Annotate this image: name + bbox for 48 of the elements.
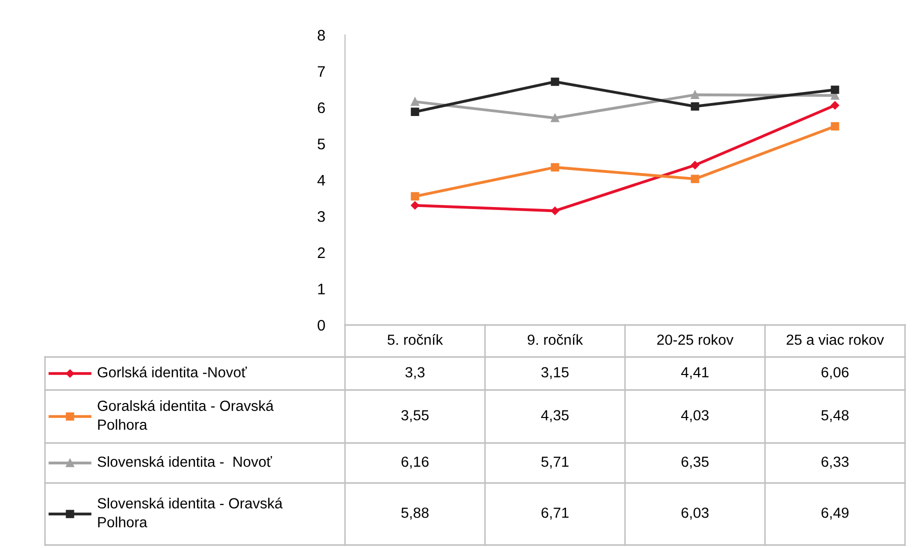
point xyxy=(550,163,560,172)
point xyxy=(410,192,420,200)
legend-label: Slovenská identita - Novoť xyxy=(98,456,272,467)
x-tick-label: 5. ročník xyxy=(388,334,443,345)
data-label: 4,35 xyxy=(541,410,569,422)
point xyxy=(830,101,840,110)
data-label: 6,49 xyxy=(822,508,848,520)
y-tick-label: 0 xyxy=(318,320,325,331)
data-label: 6,35 xyxy=(682,456,709,469)
legend-label: Gorlská identita -Novoť xyxy=(98,366,247,378)
x-tick-label: 25 a viac rokov xyxy=(786,334,884,345)
point xyxy=(690,174,700,184)
data-label: 5,48 xyxy=(821,410,849,422)
y-tick-label: 1 xyxy=(318,284,325,294)
data-label: 3,15 xyxy=(541,367,569,380)
point xyxy=(690,90,700,99)
y-tick-label: 8 xyxy=(318,30,325,41)
data-label: 3,3 xyxy=(405,367,424,380)
data-label: 5,88 xyxy=(401,508,429,520)
point xyxy=(830,122,840,131)
point xyxy=(690,161,700,170)
y-tick-label: 7 xyxy=(318,66,325,77)
data-label: 6,16 xyxy=(402,456,429,469)
data-label: 6,33 xyxy=(822,456,849,469)
point xyxy=(410,201,420,210)
y-tick-label: 4 xyxy=(317,175,326,186)
data-label: 6,71 xyxy=(542,508,568,520)
point xyxy=(410,108,420,116)
data-label: 5,71 xyxy=(541,456,568,469)
x-tick-label: 9. ročník xyxy=(528,334,583,345)
y-tick-label: 5 xyxy=(318,138,325,150)
point xyxy=(830,86,840,94)
y-tick-label: 3 xyxy=(318,211,325,222)
data-label: 6,06 xyxy=(822,367,849,380)
data-label: 3,55 xyxy=(401,410,429,422)
data-label: 6,03 xyxy=(682,508,709,520)
point xyxy=(550,78,560,86)
data-label: 4,41 xyxy=(681,367,708,380)
point xyxy=(410,98,420,106)
y-tick-label: 6 xyxy=(318,102,325,114)
legend-label: Slovenská identita - Oravská Polhora xyxy=(98,498,283,528)
point xyxy=(550,206,560,215)
legend-label: Goralská identita - Oravská Polhora xyxy=(98,400,274,430)
point xyxy=(690,102,700,111)
data-label: 4,03 xyxy=(681,410,709,422)
y-tick-label: 2 xyxy=(318,247,325,258)
x-tick-label: 20-25 rokov xyxy=(657,334,734,345)
point xyxy=(550,114,560,122)
